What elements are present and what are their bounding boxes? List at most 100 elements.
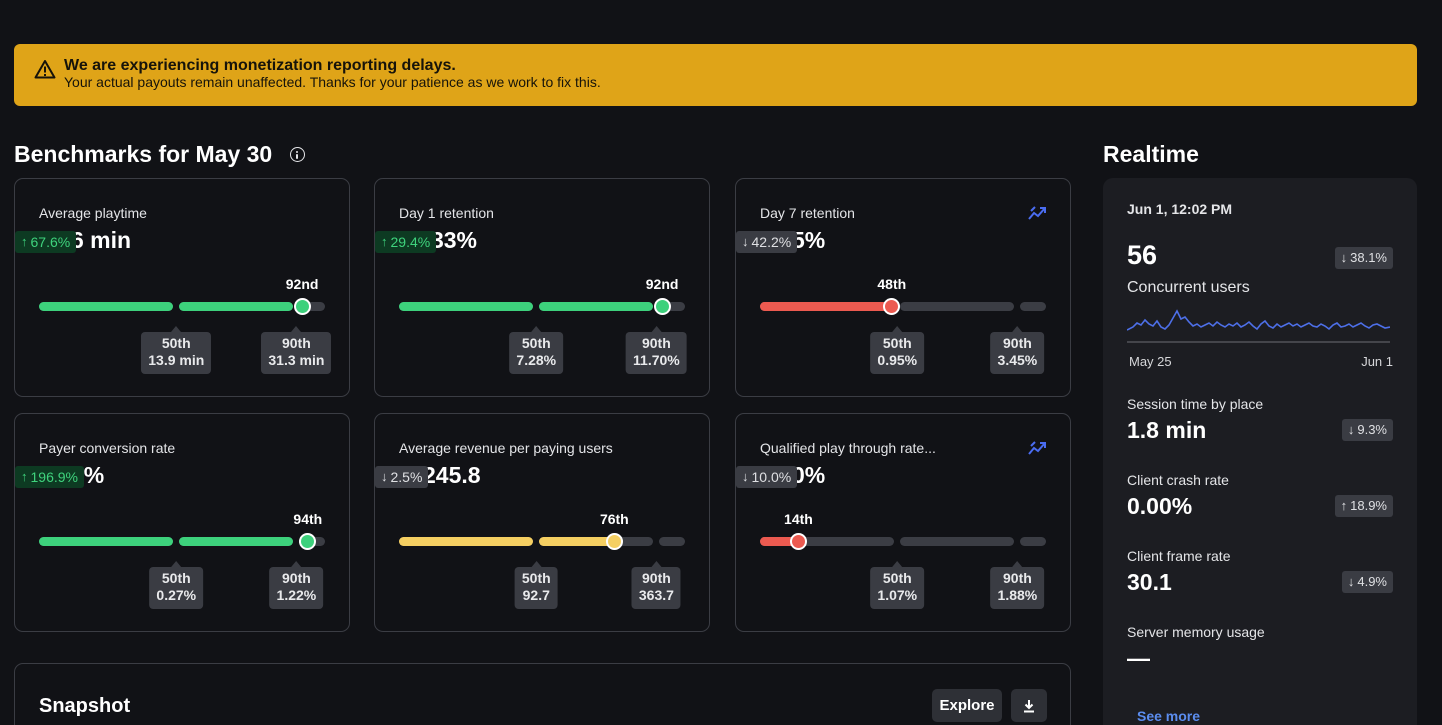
arrow-down-icon: ↓ bbox=[1340, 250, 1348, 265]
realtime-metric-value: 1.8 min bbox=[1127, 417, 1207, 443]
metric-change-badge: ↓ 10.0% bbox=[736, 466, 798, 488]
metric-label: Average revenue per paying users bbox=[399, 440, 613, 456]
benchmark-marker bbox=[299, 533, 317, 550]
realtime-timestamp: Jun 1, 12:02 PM bbox=[1127, 201, 1233, 217]
percentile-rank: 92nd bbox=[645, 276, 679, 292]
percentile-50-marker: 50th 0.95% bbox=[870, 326, 925, 374]
snapshot-title: Snapshot bbox=[39, 695, 131, 717]
percentile-rank: 14th bbox=[784, 511, 813, 527]
percentile-90-marker: 90th 11.70% bbox=[626, 326, 687, 374]
sparkline-axis-end: Jun 1 bbox=[1361, 354, 1393, 369]
realtime-metric-label: Session time by place bbox=[1127, 396, 1264, 412]
concurrent-users-value: 56 bbox=[1127, 240, 1158, 270]
benchmark-track-segment bbox=[539, 302, 654, 311]
percentile-90-marker: 90th 1.88% bbox=[990, 561, 1045, 609]
percentile-90-marker: 90th 363.7 bbox=[631, 561, 681, 609]
realtime-title: Realtime bbox=[1103, 141, 1199, 167]
metric-label: Payer conversion rate bbox=[39, 440, 176, 456]
percentile-90-marker: 90th 3.45% bbox=[990, 326, 1045, 374]
arrow-up-icon: ↑ bbox=[21, 234, 28, 249]
percentile-rank: 48th bbox=[877, 276, 907, 292]
percentile-50-marker: 50th 1.07% bbox=[870, 561, 925, 609]
benchmark-track-fill bbox=[539, 302, 654, 311]
metric-change-badge: ↓ 42.2% bbox=[736, 231, 798, 253]
benchmark-card[interactable]: Qualified play through rate...0.50%↓10.0… bbox=[735, 413, 1071, 632]
realtime-metric-change: ↑ 18.9% bbox=[1334, 495, 1393, 517]
trend-icon[interactable] bbox=[1028, 440, 1048, 456]
concurrent-users-label: Concurrent users bbox=[1127, 279, 1250, 296]
benchmark-track-segment bbox=[399, 537, 534, 546]
percentile-50-marker: 50th 13.9 min bbox=[141, 326, 212, 374]
benchmark-track-fill bbox=[39, 302, 174, 311]
sparkline-axis-start: May 25 bbox=[1129, 354, 1172, 369]
benchmark-track-segment bbox=[900, 537, 1015, 546]
snapshot-section: Snapshot Explore bbox=[14, 663, 1071, 725]
metric-change-badge: ↑ 67.6% bbox=[15, 231, 77, 253]
benchmark-card[interactable]: Day 7 retention0.85%↓42.2%48th50th0.95%9… bbox=[735, 178, 1071, 397]
benchmark-track-segment bbox=[39, 537, 174, 546]
explore-button[interactable]: Explore bbox=[932, 689, 1002, 722]
trend-icon[interactable] bbox=[1028, 205, 1048, 221]
realtime-metric-change: ↓ 4.9% bbox=[1341, 571, 1393, 593]
benchmark-track-segment bbox=[900, 302, 1015, 311]
arrow-down-icon: ↓ bbox=[1347, 574, 1355, 589]
see-more-link[interactable]: See more bbox=[1137, 708, 1201, 724]
percentile-rank: 94th bbox=[293, 511, 323, 527]
realtime-metric-label: Client crash rate bbox=[1127, 472, 1229, 488]
benchmark-track-fill bbox=[179, 302, 294, 311]
download-icon bbox=[1024, 699, 1034, 712]
percentile-rank: 76th bbox=[599, 511, 629, 527]
benchmark-card[interactable]: Day 1 retention 12.33% ↑ 29.4% 92nd 50th 7.28%… bbox=[374, 178, 710, 397]
benchmark-track-segment bbox=[399, 302, 534, 311]
benchmark-card[interactable]: Payer conversion rate1.67%↑196.9%94th50t… bbox=[14, 413, 350, 632]
realtime-metric-value: 30.1 bbox=[1127, 569, 1172, 595]
metric-label: Day 7 retention bbox=[760, 205, 855, 221]
metric-change-badge: ↓ 2.5% bbox=[375, 466, 429, 488]
download-button[interactable] bbox=[1011, 689, 1047, 722]
benchmark-card[interactable]: Average playtime 37.6 min ↑ 67.6% 92nd 50th 13… bbox=[14, 178, 350, 397]
percentile-rank: 92nd bbox=[285, 276, 319, 292]
benchmark-track-fill bbox=[399, 302, 534, 311]
benchmark-marker bbox=[293, 298, 311, 315]
percentile-90-marker: 90th 31.3 min bbox=[261, 326, 332, 374]
arrow-up-icon: ↑ bbox=[381, 234, 388, 249]
benchmark-track-segment bbox=[760, 537, 895, 546]
metric-change-badge: ↑ 29.4% bbox=[375, 231, 437, 253]
benchmark-track-segment bbox=[179, 537, 294, 546]
benchmark-card[interactable]: Average revenue per paying users 245.8 ↓ 2.… bbox=[374, 413, 710, 632]
benchmark-track-segment bbox=[1020, 537, 1046, 546]
banner-title: We are experiencing monetization reporti… bbox=[64, 57, 456, 74]
arrow-up-icon: ↑ bbox=[1340, 498, 1348, 513]
arrow-up-icon: ↑ bbox=[21, 469, 28, 484]
benchmark-track-fill bbox=[179, 537, 294, 546]
realtime-metric-label: Client frame rate bbox=[1127, 548, 1231, 564]
benchmark-track-fill bbox=[760, 537, 799, 546]
banner-text: Your actual payouts remain unaffected. T… bbox=[64, 74, 601, 90]
monetization-delay-banner: We are experiencing monetization reporti… bbox=[14, 44, 1417, 106]
concurrent-users-sparkline bbox=[1127, 309, 1390, 343]
benchmark-track-segment bbox=[760, 302, 895, 311]
benchmark-marker bbox=[789, 533, 807, 550]
realtime-panel: Jun 1, 12:02 PM 56 ↓ 38.1% Concurrent use… bbox=[1103, 178, 1417, 725]
benchmark-marker bbox=[605, 533, 623, 550]
benchmarks-title: Benchmarks for May 30 bbox=[14, 141, 273, 167]
percentile-50-marker: 50th 92.7 bbox=[514, 561, 558, 609]
realtime-metric-value: — bbox=[1127, 645, 1150, 671]
benchmark-track-segment bbox=[1020, 302, 1046, 311]
benchmark-track-segment bbox=[659, 537, 685, 546]
benchmark-track-fill bbox=[399, 537, 534, 546]
benchmark-marker bbox=[653, 298, 671, 315]
metric-change-badge: ↑ 196.9% bbox=[15, 466, 84, 488]
benchmark-track-segment bbox=[39, 302, 174, 311]
metric-label: Day 1 retention bbox=[399, 205, 494, 221]
warning-icon bbox=[34, 60, 56, 79]
arrow-down-icon: ↓ bbox=[742, 234, 749, 249]
info-icon[interactable] bbox=[290, 147, 305, 162]
benchmark-marker bbox=[883, 298, 901, 315]
benchmark-track-segment bbox=[539, 537, 654, 546]
metric-value: 245.8 bbox=[423, 462, 481, 488]
arrow-down-icon: ↓ bbox=[742, 469, 749, 484]
benchmark-track-fill bbox=[760, 302, 892, 311]
realtime-metric-value: 0.00% bbox=[1127, 493, 1193, 519]
percentile-50-marker: 50th 0.27% bbox=[149, 561, 204, 609]
